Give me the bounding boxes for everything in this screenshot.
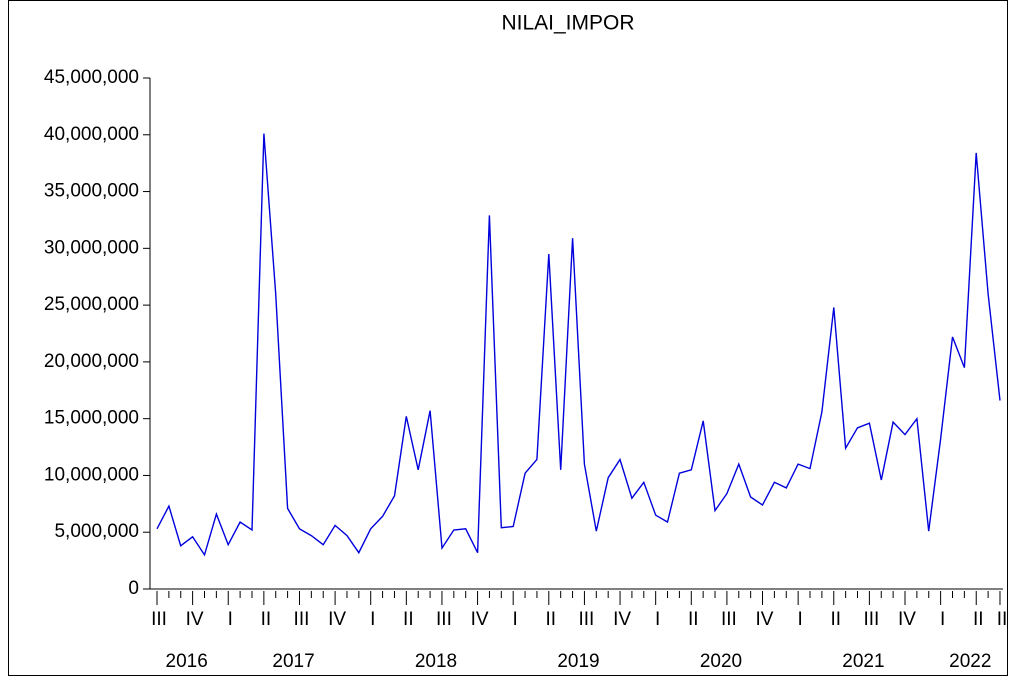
y-tick-label: 15,000,000 (44, 408, 139, 429)
x-tick-label: IV (328, 609, 346, 630)
x-tick-label: II (688, 609, 699, 630)
y-tick-label: 0 (128, 578, 139, 599)
year-label: 2022 (949, 651, 991, 672)
x-tick-label: III (151, 609, 167, 630)
x-tick-label: IV (186, 609, 204, 630)
x-tick-label: I (513, 609, 518, 630)
year-label: 2017 (272, 651, 314, 672)
year-label: 2019 (557, 651, 599, 672)
x-tick-label: III (721, 609, 737, 630)
x-tick-label: IV (756, 609, 774, 630)
year-label: 2021 (842, 651, 884, 672)
x-tick-label: II (973, 609, 984, 630)
x-tick-label: I (940, 609, 945, 630)
x-tick-label: IV (471, 609, 489, 630)
x-tick-label: II (403, 609, 414, 630)
x-tick-label: II (997, 609, 1008, 630)
y-tick-label: 10,000,000 (44, 464, 139, 485)
data-line (156, 133, 1001, 557)
x-tick-label: III (863, 609, 879, 630)
x-tick-label: I (798, 609, 803, 630)
x-tick-label: I (370, 609, 375, 630)
x-tick-label: III (436, 609, 452, 630)
x-tick-label: I (655, 609, 660, 630)
year-label: 2016 (166, 651, 208, 672)
x-tick-label: I (228, 609, 233, 630)
x-tick-label: II (546, 609, 557, 630)
y-tick-label: 40,000,000 (44, 124, 139, 145)
year-label: 2020 (700, 651, 742, 672)
year-label: 2018 (415, 651, 457, 672)
x-tick-label: III (579, 609, 595, 630)
chart-title: NILAI_IMPOR (501, 12, 634, 35)
y-tick-label: 20,000,000 (44, 351, 139, 372)
frame (8, 0, 1008, 676)
y-tick-label: 35,000,000 (44, 181, 139, 202)
x-tick-label: IV (898, 609, 916, 630)
x-tick-label: II (261, 609, 272, 630)
y-tick-label: 5,000,000 (54, 521, 139, 542)
x-tick-label: III (294, 609, 310, 630)
x-tick-label: II (830, 609, 841, 630)
y-tick-label: 25,000,000 (44, 294, 139, 315)
y-tick-label: 45,000,000 (44, 67, 139, 88)
x-tick-label: IV (613, 609, 631, 630)
y-tick-label: 30,000,000 (44, 237, 139, 258)
